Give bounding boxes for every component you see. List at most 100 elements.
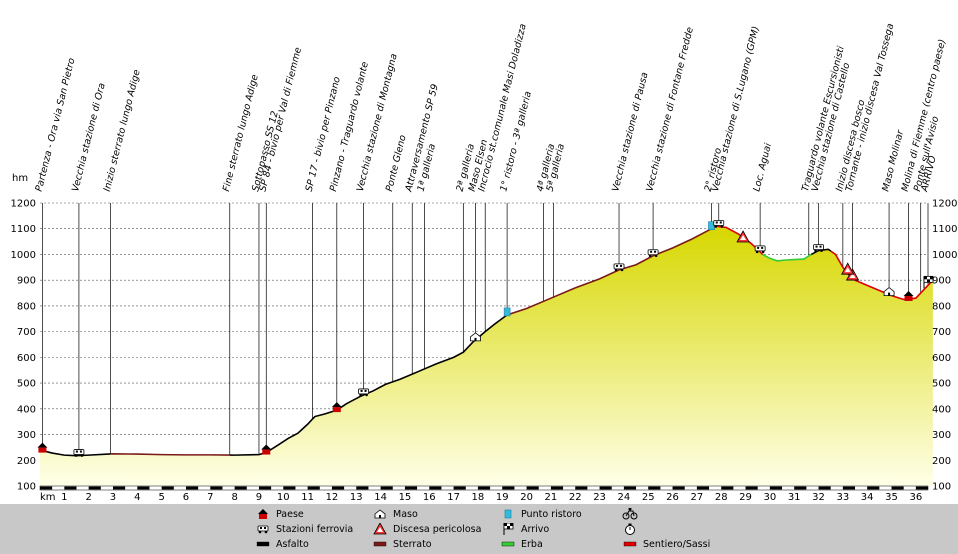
legend-label: Discesa pericolosa [393,523,482,535]
x-axis-dash-10 [283,486,296,490]
sterrato-icon [372,538,388,550]
x-tick-6: 6 [183,492,189,503]
legend-label: Arrivo [521,523,550,535]
x-tick-11: 11 [301,492,314,503]
x-axis-dash-31 [794,486,807,490]
waypoint-icon-ristoro-15 [503,307,511,317]
y-tick-right-200: 200 [932,456,951,467]
legend-label: Sterrato [393,538,432,550]
x-axis-dash-16 [429,486,442,490]
legend-item-paese: Paese [255,508,304,520]
x-axis-dash-23 [599,486,612,490]
x-tick-21: 21 [545,492,558,503]
x-axis-dash-26 [672,486,685,490]
legend-item-arrivo: Arrivo [500,523,549,535]
y-tick-right-1000: 1000 [932,250,957,261]
y-tick-right-300: 300 [932,430,951,441]
x-axis-dash-17 [453,486,466,490]
waypoint-icon-stazione-21 [713,220,725,228]
y-tick-right-600: 600 [932,353,951,364]
x-axis-dash-24 [623,486,637,490]
waypoint-icon-stazione-24 [813,244,824,252]
x-tick-12: 12 [326,492,339,503]
y-tick-right-1200: 1200 [932,199,957,210]
maso-icon [372,508,388,520]
x-tick-4: 4 [134,492,140,503]
y-tick-right-500: 500 [932,379,951,390]
x-axis-dash-35 [891,486,904,490]
waypoint-icons [37,220,934,457]
waypoint-lines [42,203,929,456]
waypoint-label-0: Partenza - Ora via San Pietro [34,57,78,193]
x-tick-34: 34 [861,492,874,503]
legend-item-ristoro: Punto ristoro [500,508,582,520]
y-ticks-right: 100 200 300 400 500 600 700 800 900 1000 1100 1200 [932,199,957,493]
x-tick-24: 24 [618,492,631,503]
bike-icon [622,508,638,520]
legend-item-bike-icon [622,508,643,520]
x-tick-7: 7 [207,492,213,503]
waypoint-label-22: Loc. Aguai [751,142,774,193]
y-tick-left-100: 100 [17,482,36,493]
x-tick-1: 1 [61,492,67,503]
x-tick-22: 22 [569,492,582,503]
waypoint-icon-paese-0 [37,442,48,453]
x-tick-32: 32 [812,492,825,503]
y-tick-left-200: 200 [17,456,36,467]
x-tick-10: 10 [277,492,290,503]
x-axis-dash-6 [185,486,199,490]
x-axis-dash-8 [234,486,247,490]
waypoint-icon-stazione-19 [647,249,659,258]
x-axis-dash-5 [161,486,174,490]
profile-segment-0 [39,449,111,457]
x-tick-15: 15 [399,492,412,503]
x-tick-28: 28 [715,492,728,503]
y-tick-left-800: 800 [17,301,36,312]
x-axis-dash-34 [867,486,880,490]
x-axis-dash-15 [404,486,418,490]
x-tick-2: 2 [85,492,91,503]
danger-icon-1 [841,262,855,275]
y-tick-left-1100: 1100 [11,224,36,235]
waypoint-label-19: Vecchia stazione di Fontane Fredde [644,26,696,193]
x-tick-23: 23 [593,492,606,503]
waypoint-icon-stazione-1 [73,449,85,457]
legend-label: Paese [276,508,304,520]
x-axis-dash-2 [88,486,101,490]
legend-item-sterrato: Sterrato [372,538,432,550]
y-tick-right-1100: 1100 [932,224,957,235]
profile-segment-3 [265,418,314,454]
legend: Paese Stazioni ferrovia Asfalto Maso Discesa… [0,504,958,554]
x-tick-30: 30 [763,492,776,503]
profile-segment-7 [762,253,812,262]
waypoint-icon-stazione-18 [613,263,625,272]
x-axis-dash-14 [380,486,393,490]
legend-label: Stazioni ferrovia [276,523,354,535]
y-tick-right-100: 100 [932,482,951,493]
x-tick-17: 17 [447,492,460,503]
elevation-profile-chart: hm 1002003004005006007008009001000110012… [11,22,958,503]
waypoint-icon-paese-7 [331,402,342,413]
x-ticks: 1 2 3 4 5 6 7 8 9 10 11 12 13 14 15 16 17 18 19 20 21 22 23 24 2… [61,492,922,503]
y-tick-left-1200: 1200 [11,199,36,210]
y-tick-left-900: 900 [17,276,36,287]
x-tick-25: 25 [642,492,655,503]
y-tick-left-300: 300 [17,430,36,441]
x-axis-dash-4 [137,486,150,490]
y-ticks-left: 100 200 300 400 500 600 700 800 900 1000 1100 1200 [11,199,36,493]
x-tick-3: 3 [110,492,116,503]
x-axis-dash-0 [40,486,53,490]
discesa-icon [372,523,388,535]
x-axis-dash-29 [745,486,758,490]
legend-item-sentiero: Sentiero/Sassi [622,538,710,550]
waypoint-icon-arrivo-30 [923,275,934,289]
x-axis-unit: km [40,492,56,503]
x-tick-31: 31 [788,492,801,503]
y-tick-right-800: 800 [932,301,951,312]
waypoint-label-5: SP 84 - bivio per Val di Fiemme [257,46,304,193]
waypoint-icon-stazione-22 [754,245,766,254]
profile-segment-1 [110,453,230,456]
x-tick-8: 8 [231,492,237,503]
y-axis-unit-left: hm [12,173,28,184]
x-tick-27: 27 [691,492,704,503]
